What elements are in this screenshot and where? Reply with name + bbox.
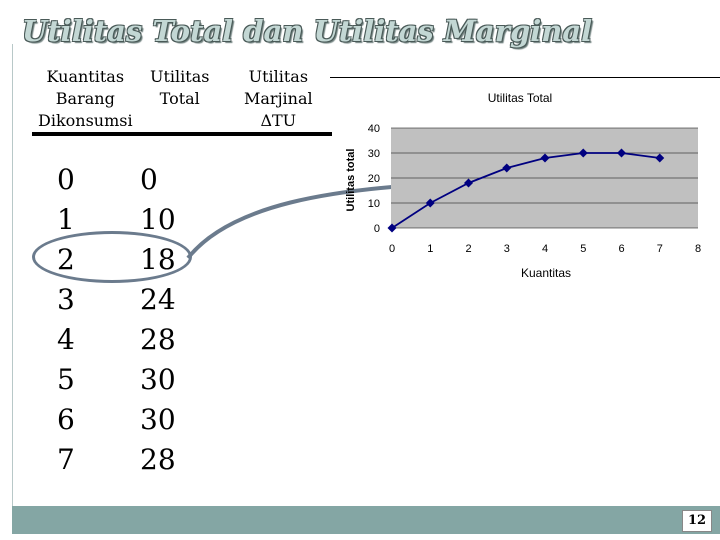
chart-y-axis-label: Utilitas total <box>345 149 357 212</box>
chart-title: Utilitas Total <box>488 91 552 105</box>
table-header-rule <box>32 132 332 136</box>
quantity-cell: 1 <box>57 203 75 236</box>
header-quantity-line-1: Kuantitas <box>46 67 125 86</box>
footer-bar: 12 <box>12 506 720 534</box>
total-utility-chart: Utilitas Total Utilitas total Kuantitas … <box>345 91 701 280</box>
chart-data-point <box>464 178 473 188</box>
header-total-line-1: Utilitas <box>150 67 210 86</box>
quantity-cell: 0 <box>57 163 75 196</box>
chart-data-point <box>425 198 435 208</box>
chart-gridlines <box>391 127 698 229</box>
header-total-utility: Utilitas Total <box>150 66 209 110</box>
header-quantity-line-3: Dikonsumsi <box>38 111 133 130</box>
quantity-cell: 4 <box>57 323 75 356</box>
chart-data-point <box>617 148 626 158</box>
quantity-cell: 6 <box>57 403 75 436</box>
chart-x-tick-label: 2 <box>465 243 471 255</box>
page-number: 12 <box>682 510 712 532</box>
header-total-line-2: Total <box>159 89 200 108</box>
total-cell: 10 <box>140 203 176 236</box>
total-cell: 0 <box>140 163 158 196</box>
header-marginal-line-2: Marjinal <box>244 89 313 108</box>
chart-x-tick-label: 1 <box>427 243 433 255</box>
slide-title: Utilitas Total dan Utilitas Marginal <box>22 14 593 48</box>
chart-x-axis-label: Kuantitas <box>521 266 571 280</box>
header-marginal-line-3: ΔTU <box>260 111 297 130</box>
chart-x-tick-label: 3 <box>504 243 510 255</box>
header-quantity: Kuantitas Barang Dikonsumsi <box>38 66 133 132</box>
chart-data-point <box>578 148 588 158</box>
header-marginal-line-1: Utilitas <box>248 67 309 86</box>
chart-x-tick-label: 6 <box>618 243 624 255</box>
quantity-cell: 7 <box>57 443 75 476</box>
chart-y-tick-label: 0 <box>374 223 380 235</box>
header-quantity-line-2: Barang <box>55 89 115 108</box>
chart-y-tick-label: 40 <box>368 123 380 135</box>
chart-data-point <box>655 153 665 163</box>
chart-x-tick-label: 0 <box>389 243 395 255</box>
total-cell: 28 <box>140 443 176 476</box>
chart-x-tick-label: 4 <box>542 243 548 255</box>
quantity-cell: 3 <box>57 283 75 316</box>
chart-x-tick-label: 5 <box>580 243 586 255</box>
total-utility-column: 0 10 18 24 28 30 30 28 <box>140 160 190 480</box>
header-marginal-utility: Utilitas Marjinal ΔTU <box>244 66 313 132</box>
chart-series-line <box>391 152 660 229</box>
total-cell: 24 <box>140 283 176 316</box>
total-cell: 30 <box>140 363 176 396</box>
quantity-column: 0 1 2 3 4 5 6 7 <box>57 160 87 480</box>
total-cell: 28 <box>140 323 176 356</box>
chart-y-tick-label: 10 <box>368 198 380 210</box>
chart-x-tick-label: 8 <box>695 243 701 255</box>
chart-data-point <box>540 153 550 163</box>
chart-data-point <box>387 223 397 233</box>
chart-top-rule <box>330 77 720 78</box>
chart-y-tick-label: 20 <box>368 173 380 185</box>
chart-series-utilitas-total <box>387 148 665 233</box>
chart-y-tick-label: 30 <box>368 148 380 160</box>
highlight-oval <box>32 231 192 283</box>
chart-tick-labels: 0 10 20 30 40 0 1 2 3 4 5 6 7 8 <box>368 123 701 255</box>
chart-data-point <box>502 163 512 173</box>
left-border-line <box>12 44 13 506</box>
total-cell: 30 <box>140 403 176 436</box>
chart-x-tick-label: 7 <box>657 243 663 255</box>
quantity-cell: 5 <box>57 363 75 396</box>
